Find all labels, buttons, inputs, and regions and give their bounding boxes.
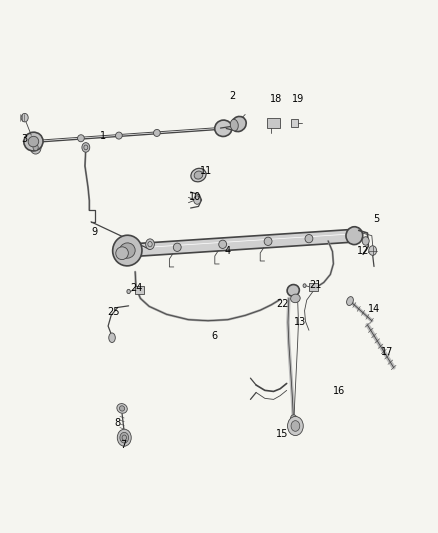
Text: 21: 21 [309,280,321,290]
Text: 2: 2 [229,91,235,101]
Text: 8: 8 [115,418,121,429]
Ellipse shape [21,114,28,122]
Ellipse shape [127,289,131,294]
Ellipse shape [219,240,226,248]
Text: 17: 17 [381,346,393,357]
Ellipse shape [215,120,232,136]
Text: 11: 11 [200,166,212,176]
Text: 6: 6 [212,330,218,341]
Ellipse shape [113,235,142,266]
Circle shape [291,421,300,431]
Circle shape [288,416,303,435]
Text: 14: 14 [368,304,380,314]
Ellipse shape [305,235,313,243]
Ellipse shape [33,144,38,151]
Ellipse shape [290,294,300,303]
Text: 18: 18 [270,94,282,104]
Text: 5: 5 [373,214,379,224]
Bar [309,282,318,290]
Ellipse shape [346,227,363,245]
Bar [268,118,280,128]
Ellipse shape [230,119,238,131]
Ellipse shape [303,284,306,287]
Ellipse shape [120,243,135,258]
Text: 9: 9 [92,227,98,237]
Ellipse shape [82,143,90,152]
Ellipse shape [78,135,84,142]
Ellipse shape [117,403,127,413]
Ellipse shape [116,247,128,260]
Text: 12: 12 [357,246,369,255]
Text: 19: 19 [291,94,304,104]
Ellipse shape [290,415,297,421]
Ellipse shape [369,246,377,255]
Circle shape [362,237,369,245]
Text: 4: 4 [225,246,231,255]
Ellipse shape [154,130,160,136]
Text: 7: 7 [120,440,126,450]
Ellipse shape [117,429,131,446]
Ellipse shape [194,171,203,179]
Ellipse shape [287,285,299,296]
Bar [135,286,145,294]
Ellipse shape [264,237,272,246]
Ellipse shape [30,141,41,154]
Ellipse shape [109,333,115,343]
Ellipse shape [120,406,125,411]
Text: 15: 15 [276,429,289,439]
Text: 25: 25 [107,306,120,317]
Polygon shape [127,229,355,257]
Ellipse shape [146,239,154,249]
Text: 16: 16 [333,386,345,397]
Text: 22: 22 [276,298,289,309]
Text: 1: 1 [100,131,106,141]
Text: 13: 13 [293,317,306,327]
Text: 10: 10 [189,192,201,203]
Ellipse shape [24,132,43,151]
Text: 3: 3 [21,134,28,144]
Text: 24: 24 [130,283,142,293]
Ellipse shape [191,168,206,182]
Ellipse shape [120,432,129,443]
Polygon shape [28,128,228,142]
Ellipse shape [231,116,246,132]
Ellipse shape [346,297,353,305]
Circle shape [194,196,201,204]
Ellipse shape [116,132,122,139]
Bar [290,119,298,127]
Ellipse shape [173,243,181,252]
Ellipse shape [28,136,39,147]
